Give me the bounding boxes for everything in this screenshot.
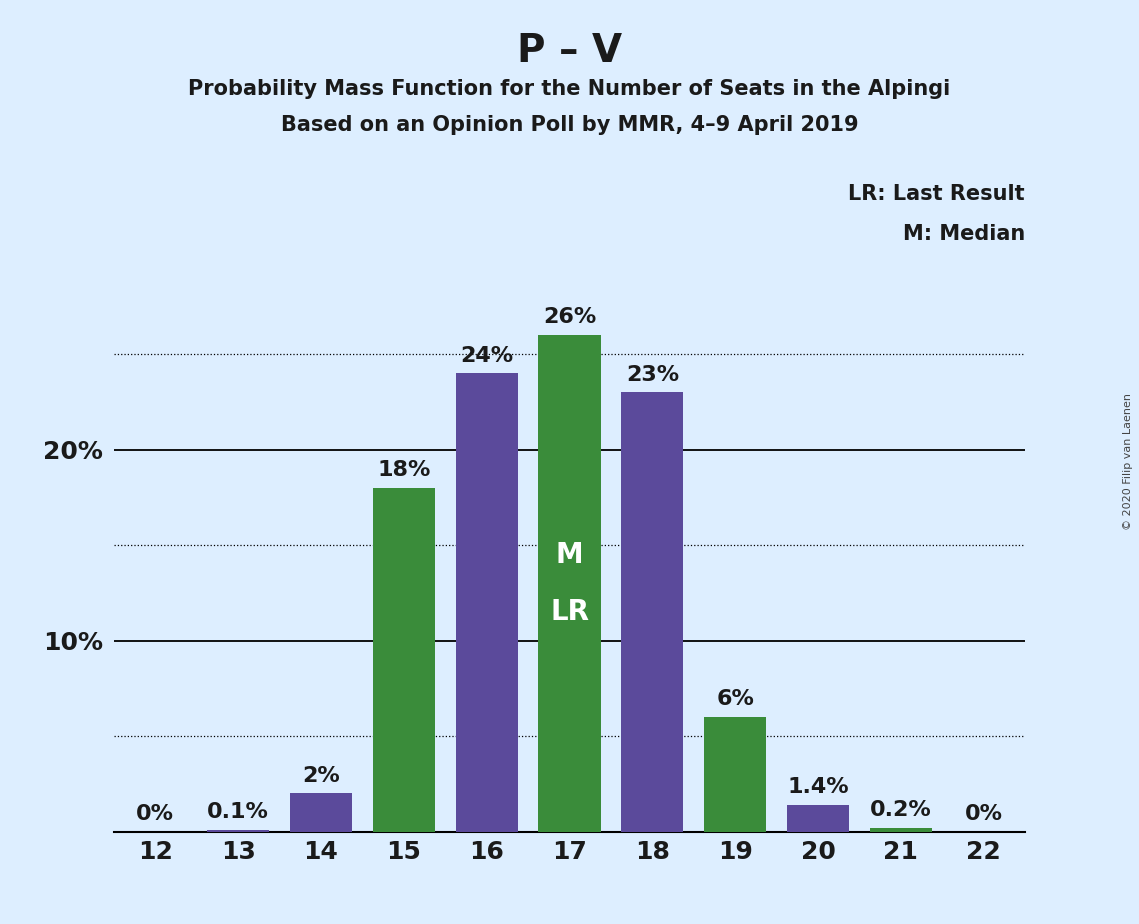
Bar — [787, 805, 849, 832]
Text: 24%: 24% — [460, 346, 514, 366]
Bar — [539, 335, 600, 832]
Text: Based on an Opinion Poll by MMR, 4–9 April 2019: Based on an Opinion Poll by MMR, 4–9 Apr… — [280, 115, 859, 135]
Bar — [870, 828, 932, 832]
Text: © 2020 Filip van Laenen: © 2020 Filip van Laenen — [1123, 394, 1133, 530]
Text: 0%: 0% — [137, 804, 174, 824]
Bar — [372, 488, 435, 832]
Text: LR: LR — [550, 598, 589, 626]
Text: M: M — [556, 541, 583, 568]
Bar — [704, 717, 767, 832]
Text: 26%: 26% — [543, 308, 596, 327]
Text: P – V: P – V — [517, 32, 622, 70]
Text: 18%: 18% — [377, 460, 431, 480]
Text: 23%: 23% — [625, 365, 679, 384]
Bar — [621, 393, 683, 832]
Text: 0.2%: 0.2% — [870, 800, 932, 821]
Text: LR: Last Result: LR: Last Result — [849, 184, 1025, 204]
Bar — [290, 794, 352, 832]
Text: 0%: 0% — [965, 804, 1002, 824]
Text: 6%: 6% — [716, 689, 754, 710]
Text: 2%: 2% — [302, 766, 339, 785]
Text: 1.4%: 1.4% — [787, 777, 849, 797]
Bar — [207, 830, 269, 832]
Text: 0.1%: 0.1% — [207, 802, 269, 822]
Bar — [456, 373, 518, 832]
Text: M: Median: M: Median — [903, 225, 1025, 244]
Text: Probability Mass Function for the Number of Seats in the Alpingi: Probability Mass Function for the Number… — [188, 79, 951, 99]
